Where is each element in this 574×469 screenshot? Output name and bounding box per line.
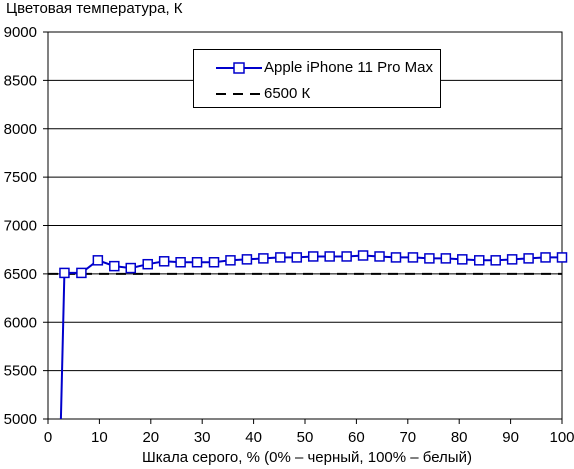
data-point-iphone <box>275 252 286 263</box>
data-point-iphone <box>59 267 70 279</box>
data-point-iphone <box>241 254 253 265</box>
legend-label-iphone: Apple iPhone 11 Pro Max <box>264 59 433 76</box>
data-point-iphone <box>341 251 352 262</box>
x-tick-label: 30 <box>194 429 211 446</box>
x-tick-label: 90 <box>502 429 519 446</box>
x-axis-label: Шкала серого, % (0% – черный, 100% – бел… <box>142 449 472 466</box>
x-tick-label: 100 <box>549 429 574 446</box>
x-tick-label: 0 <box>44 429 52 446</box>
data-point-iphone <box>225 255 236 266</box>
data-point-iphone <box>390 252 402 263</box>
x-tick-label: 10 <box>91 429 108 446</box>
data-point-iphone <box>506 254 518 265</box>
data-point-iphone <box>92 255 104 266</box>
y-tick-label: 8500 <box>4 72 37 89</box>
data-point-iphone <box>109 260 120 272</box>
data-point-iphone <box>291 252 303 263</box>
data-point-iphone <box>76 267 87 279</box>
data-point-iphone <box>324 251 335 262</box>
data-point-iphone <box>258 253 269 264</box>
y-tick-label: 6000 <box>4 314 37 331</box>
data-point-iphone <box>357 250 369 261</box>
x-tick-label: 40 <box>245 429 262 446</box>
x-tick-label: 50 <box>297 429 314 446</box>
x-tick-labels: 0 10 20 30 40 50 60 70 80 90 100 <box>44 429 574 446</box>
y-tick-label: 6500 <box>4 266 37 283</box>
legend-marker-6500k <box>216 93 262 95</box>
data-point-iphone <box>457 254 468 265</box>
legend: Apple iPhone 11 Pro Max 6500 К <box>193 49 441 108</box>
y-tick-label: 5500 <box>4 363 37 380</box>
data-point-iphone <box>556 252 568 263</box>
legend-entry-iphone: Apple iPhone 11 Pro Max <box>194 58 440 78</box>
data-point-iphone <box>374 251 385 262</box>
data-point-iphone <box>208 257 220 268</box>
x-tick-label: 80 <box>451 429 468 446</box>
y-axis-label: Цветовая температура, К <box>6 0 183 17</box>
series-line-iphone <box>59 254 562 420</box>
y-tick-label: 8000 <box>4 121 37 138</box>
data-point-iphone <box>125 262 137 274</box>
data-point-iphone <box>540 252 551 263</box>
y-tick-label: 7500 <box>4 169 37 186</box>
plot-frame <box>43 31 563 424</box>
y-tick-label: 5000 <box>4 411 37 428</box>
y-tick-label: 7000 <box>4 218 37 235</box>
data-point-iphone <box>191 257 203 268</box>
data-point-iphone <box>142 258 153 270</box>
legend-marker-iphone <box>216 62 262 74</box>
x-tick-label: 20 <box>142 429 159 446</box>
data-point-iphone <box>158 256 170 267</box>
legend-entry-6500k: 6500 К <box>194 84 440 104</box>
legend-label-6500k: 6500 К <box>264 85 311 102</box>
data-point-iphone <box>523 253 534 264</box>
data-point-iphone <box>424 253 435 264</box>
series-lines <box>48 250 568 420</box>
data-point-iphone <box>175 257 186 268</box>
y-tick-labels: 5000 5500 6000 6500 7000 7500 8000 8500 9000 <box>4 24 37 428</box>
data-point-iphone <box>407 252 419 263</box>
data-point-iphone <box>473 255 485 266</box>
data-point-iphone <box>307 251 319 262</box>
data-point-iphone <box>440 253 452 264</box>
y-tick-label: 9000 <box>4 24 37 41</box>
x-tick-label: 70 <box>399 429 416 446</box>
data-point-iphone <box>490 255 501 266</box>
x-tick-label: 60 <box>348 429 365 446</box>
